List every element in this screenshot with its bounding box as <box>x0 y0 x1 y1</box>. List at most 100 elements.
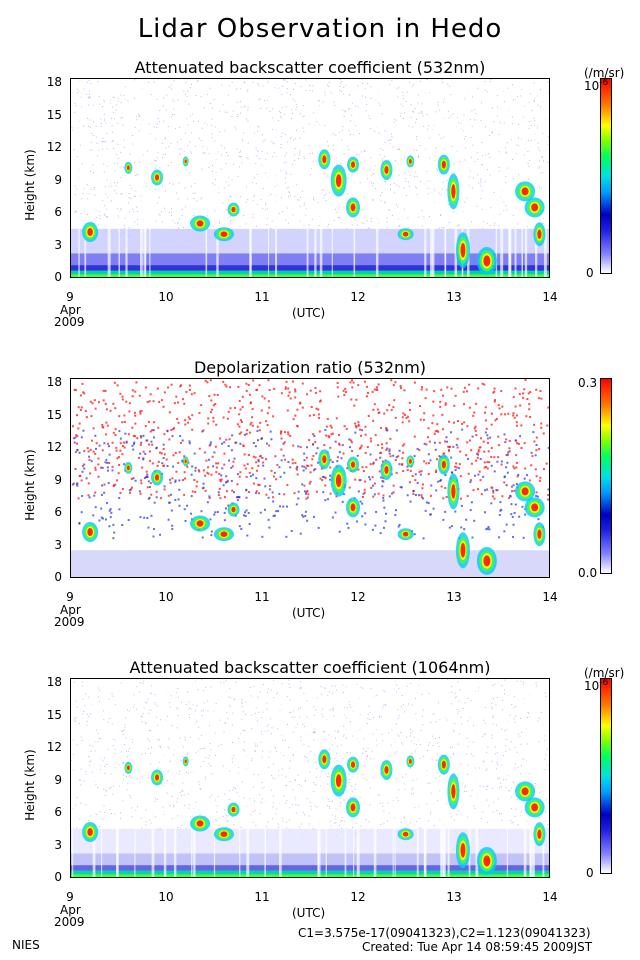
heatmap-cell <box>314 79 317 277</box>
heatmap-cell <box>545 695 547 697</box>
heatmap-cell <box>163 433 166 436</box>
heatmap-cell <box>435 721 437 723</box>
heatmap-cell <box>147 526 150 529</box>
heatmap-cell <box>251 758 253 760</box>
heatmap-cell <box>247 158 249 160</box>
heatmap-cell <box>212 420 215 423</box>
heatmap-cell <box>427 427 430 430</box>
heatmap-cell <box>239 88 241 90</box>
heatmap-cell <box>431 759 433 761</box>
heatmap-cell <box>162 457 165 460</box>
heatmap-cell <box>74 102 76 104</box>
heatmap-cell <box>328 776 330 778</box>
heatmap-cell <box>289 780 291 782</box>
heatmap-cell <box>212 465 215 468</box>
heatmap-cell <box>416 744 418 746</box>
heatmap-cell <box>442 181 444 183</box>
heatmap-cell <box>267 400 270 403</box>
heatmap-cell <box>209 441 212 444</box>
heatmap-cell <box>354 219 356 221</box>
heatmap-cell <box>540 426 543 429</box>
heatmap-cell <box>403 413 406 416</box>
heatmap-cell <box>103 141 105 143</box>
heatmap-cell <box>261 717 263 719</box>
heatmap-cell <box>300 736 302 738</box>
heatmap-cell <box>80 406 83 409</box>
heatmap-cell <box>364 523 367 526</box>
heatmap-cell <box>440 214 442 216</box>
heatmap-cell <box>373 388 376 391</box>
heatmap-cell <box>461 783 463 785</box>
heatmap-cell <box>149 459 152 462</box>
heatmap-cell <box>195 680 197 682</box>
heatmap-cell <box>78 475 81 478</box>
heatmap-cell <box>170 207 172 209</box>
heatmap-cell <box>240 106 242 108</box>
heatmap-cell <box>514 79 517 277</box>
heatmap-cell <box>105 421 108 424</box>
heatmap-cell <box>114 407 117 410</box>
heatmap-cell <box>109 409 112 412</box>
heatmap-cell <box>250 421 253 424</box>
heatmap-cell <box>432 414 435 417</box>
heatmap-cell <box>122 441 125 444</box>
heatmap-cell <box>263 683 265 685</box>
heatmap-cell <box>88 496 91 499</box>
heatmap-cell <box>77 497 80 500</box>
heatmap-cell <box>109 787 111 789</box>
heatmap-cell <box>407 765 409 767</box>
heatmap-cell <box>89 744 91 746</box>
heatmap-cell <box>89 119 91 121</box>
heatmap-cell <box>266 99 268 101</box>
heatmap-cell <box>245 488 248 491</box>
heatmap-cell <box>103 757 105 759</box>
heatmap-cell <box>220 168 222 170</box>
heatmap-cell <box>405 195 407 197</box>
heatmap-cell <box>485 154 487 156</box>
heatmap-cell <box>146 401 149 404</box>
heatmap-cell <box>238 766 240 768</box>
heatmap-cell <box>531 109 533 111</box>
heatmap-cell <box>98 149 100 151</box>
heatmap-cell <box>432 507 435 510</box>
heatmap-cell <box>189 115 191 117</box>
heatmap-cell <box>409 735 411 737</box>
heatmap-cell <box>333 220 335 222</box>
heatmap-cell <box>198 412 201 415</box>
heatmap-cell <box>458 733 460 735</box>
heatmap-cell <box>258 158 260 160</box>
heatmap-cell <box>89 765 91 767</box>
heatmap-cell <box>443 679 446 877</box>
heatmap-cell <box>413 736 415 738</box>
heatmap-cell <box>306 798 308 800</box>
heatmap-feature <box>408 459 412 464</box>
heatmap-cell <box>235 788 237 790</box>
heatmap-cell <box>95 442 98 445</box>
heatmap-cell <box>535 491 538 494</box>
heatmap-cell <box>131 807 133 809</box>
heatmap-cell <box>179 126 181 128</box>
heatmap-cell <box>402 412 405 415</box>
heatmap-cell <box>178 773 180 775</box>
heatmap-cell <box>146 516 149 519</box>
heatmap-cell <box>334 730 336 732</box>
heatmap-cell <box>104 795 106 797</box>
heatmap-cell <box>261 733 263 735</box>
heatmap-cell <box>456 709 458 711</box>
heatmap-cell <box>144 386 147 389</box>
heatmap-cell <box>466 773 468 775</box>
heatmap-cell <box>280 437 283 440</box>
heatmap-cell <box>272 795 274 797</box>
heatmap-cell <box>104 186 106 188</box>
heatmap-cell <box>372 408 375 411</box>
heatmap-cell <box>421 210 423 212</box>
heatmap-cell <box>443 101 445 103</box>
heatmap-cell <box>472 414 475 417</box>
heatmap-cell <box>329 424 332 427</box>
heatmap-cell <box>450 456 453 459</box>
heatmap-cell <box>349 704 351 706</box>
heatmap-cell <box>342 389 345 392</box>
heatmap-cell <box>187 144 189 146</box>
heatmap-cell <box>281 94 283 96</box>
heatmap-cell <box>515 483 518 486</box>
